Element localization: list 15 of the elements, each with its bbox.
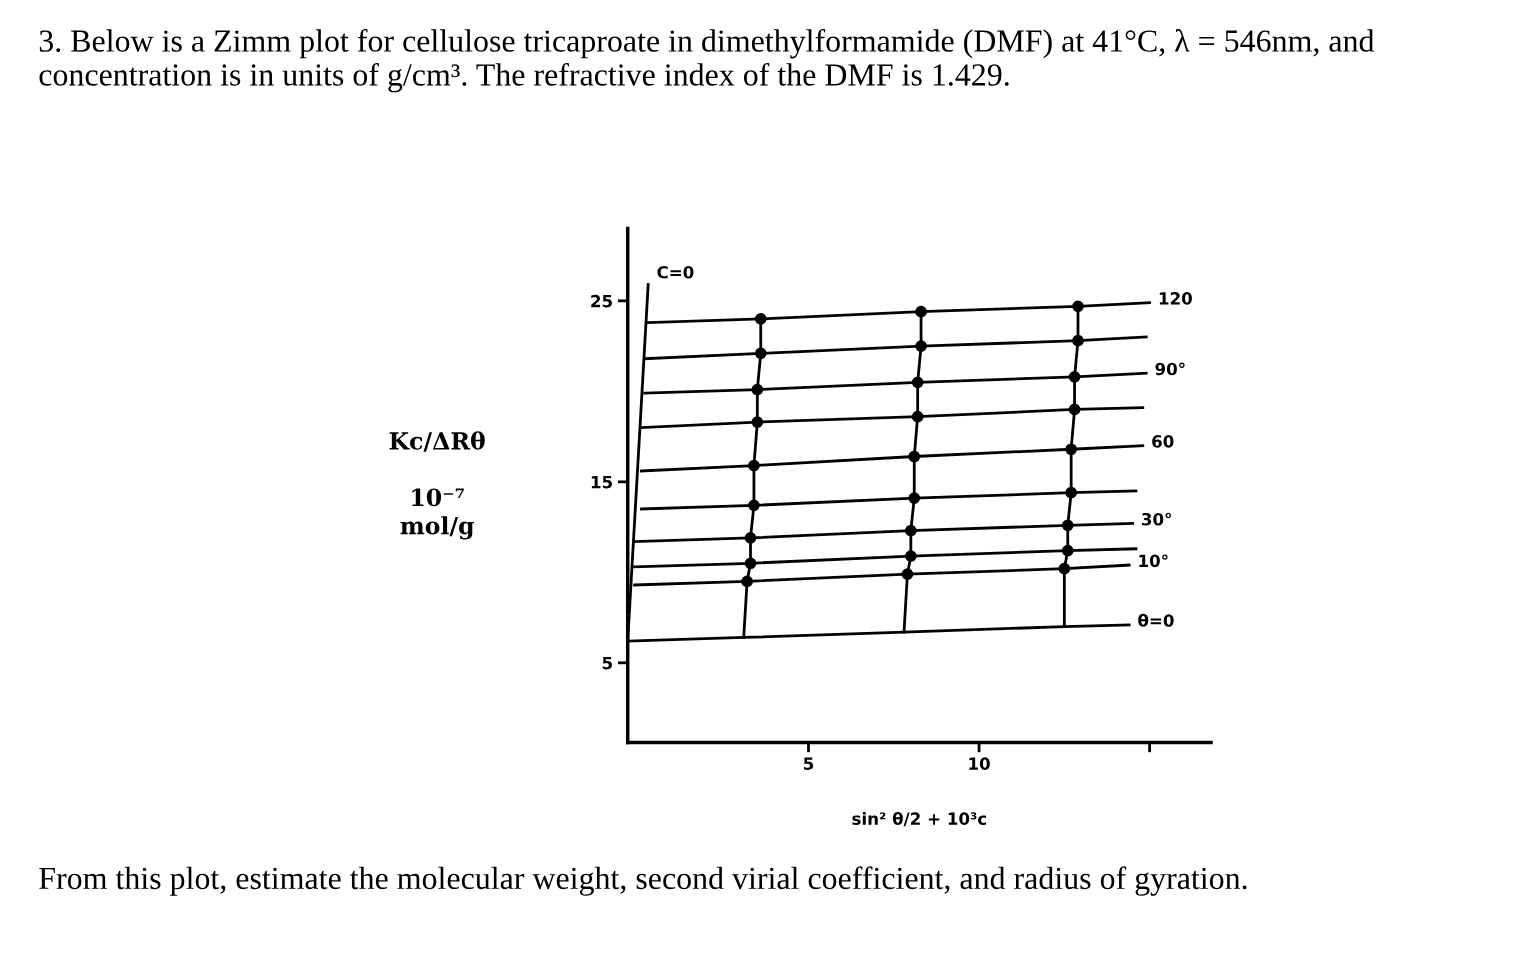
y-tick-label: 15 — [591, 476, 612, 489]
text: Kc/ΔRθ 10⁻⁷ mol/g — [389, 431, 485, 540]
x-tick-label: 10 — [969, 757, 990, 770]
text: From this plot, estimate the molecular weight, second virial coefficient, and radius of gyration. — [39, 866, 1247, 896]
annotation: 120 — [1159, 292, 1192, 305]
annotation: 30° — [1142, 512, 1171, 526]
y-tick-label: 25 — [591, 294, 612, 308]
annotation: 60 — [1152, 435, 1174, 448]
annotation: 90° — [1155, 362, 1185, 376]
annotation: θ=0 — [1138, 613, 1174, 627]
x-axis-title: sin² θ/2 + 10³c — [852, 811, 987, 827]
y-tick-label: 5 — [602, 657, 612, 670]
chart-title: 3. Below is a Zimm plot for cellulose tricaproate in dimethylformamide (DMF) at 41°C, λ = 546nm, and concentration is in units of g/cm³. The refractive index of the DMF is 1.429. — [39, 29, 1375, 93]
annotation: 10° — [1139, 554, 1168, 568]
annotation: C=0 — [657, 265, 694, 279]
